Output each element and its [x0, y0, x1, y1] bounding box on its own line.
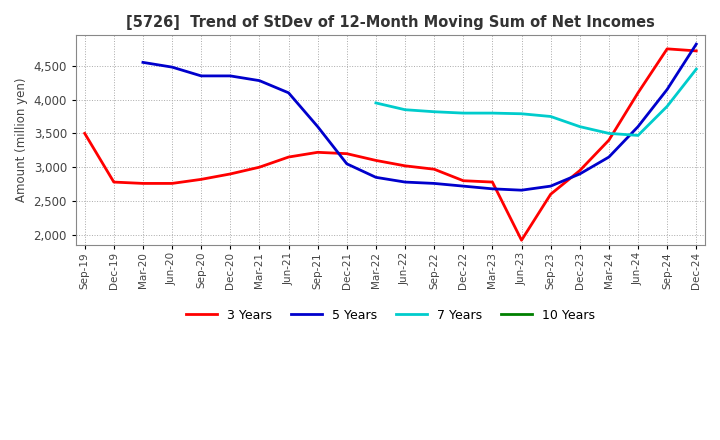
3 Years — [313, 150, 322, 155]
5 Years — [517, 187, 526, 193]
5 Years — [692, 41, 701, 47]
3 Years — [663, 46, 672, 51]
3 Years — [372, 158, 380, 163]
5 Years — [139, 60, 148, 65]
3 Years — [605, 138, 613, 143]
3 Years — [197, 177, 205, 182]
3 Years — [226, 171, 235, 176]
3 Years — [284, 154, 293, 160]
5 Years — [343, 161, 351, 166]
7 Years — [401, 107, 410, 112]
3 Years — [255, 165, 264, 170]
3 Years — [546, 191, 555, 197]
Y-axis label: Amount (million yen): Amount (million yen) — [15, 78, 28, 202]
5 Years — [226, 73, 235, 79]
3 Years — [139, 181, 148, 186]
Line: 3 Years: 3 Years — [85, 49, 696, 240]
Title: [5726]  Trend of StDev of 12-Month Moving Sum of Net Incomes: [5726] Trend of StDev of 12-Month Moving… — [126, 15, 655, 30]
3 Years — [109, 180, 118, 185]
3 Years — [430, 167, 438, 172]
5 Years — [634, 124, 642, 129]
5 Years — [168, 65, 176, 70]
7 Years — [459, 110, 467, 116]
3 Years — [634, 90, 642, 95]
5 Years — [430, 181, 438, 186]
5 Years — [575, 171, 584, 176]
7 Years — [546, 114, 555, 119]
3 Years — [343, 151, 351, 156]
7 Years — [430, 109, 438, 114]
3 Years — [401, 163, 410, 169]
Legend: 3 Years, 5 Years, 7 Years, 10 Years: 3 Years, 5 Years, 7 Years, 10 Years — [181, 304, 600, 327]
3 Years — [575, 168, 584, 173]
5 Years — [255, 78, 264, 83]
5 Years — [197, 73, 205, 79]
3 Years — [488, 180, 497, 185]
5 Years — [313, 124, 322, 129]
7 Years — [634, 133, 642, 138]
5 Years — [372, 175, 380, 180]
5 Years — [546, 183, 555, 189]
7 Years — [663, 104, 672, 109]
7 Years — [488, 110, 497, 116]
3 Years — [517, 238, 526, 243]
5 Years — [488, 186, 497, 191]
7 Years — [372, 100, 380, 106]
7 Years — [692, 66, 701, 72]
Line: 5 Years: 5 Years — [143, 44, 696, 190]
7 Years — [605, 131, 613, 136]
5 Years — [663, 87, 672, 92]
5 Years — [401, 180, 410, 185]
3 Years — [692, 48, 701, 54]
5 Years — [284, 90, 293, 95]
3 Years — [81, 131, 89, 136]
7 Years — [575, 124, 584, 129]
7 Years — [517, 111, 526, 117]
3 Years — [459, 178, 467, 183]
5 Years — [459, 183, 467, 189]
Line: 7 Years: 7 Years — [376, 69, 696, 136]
5 Years — [605, 154, 613, 160]
3 Years — [168, 181, 176, 186]
